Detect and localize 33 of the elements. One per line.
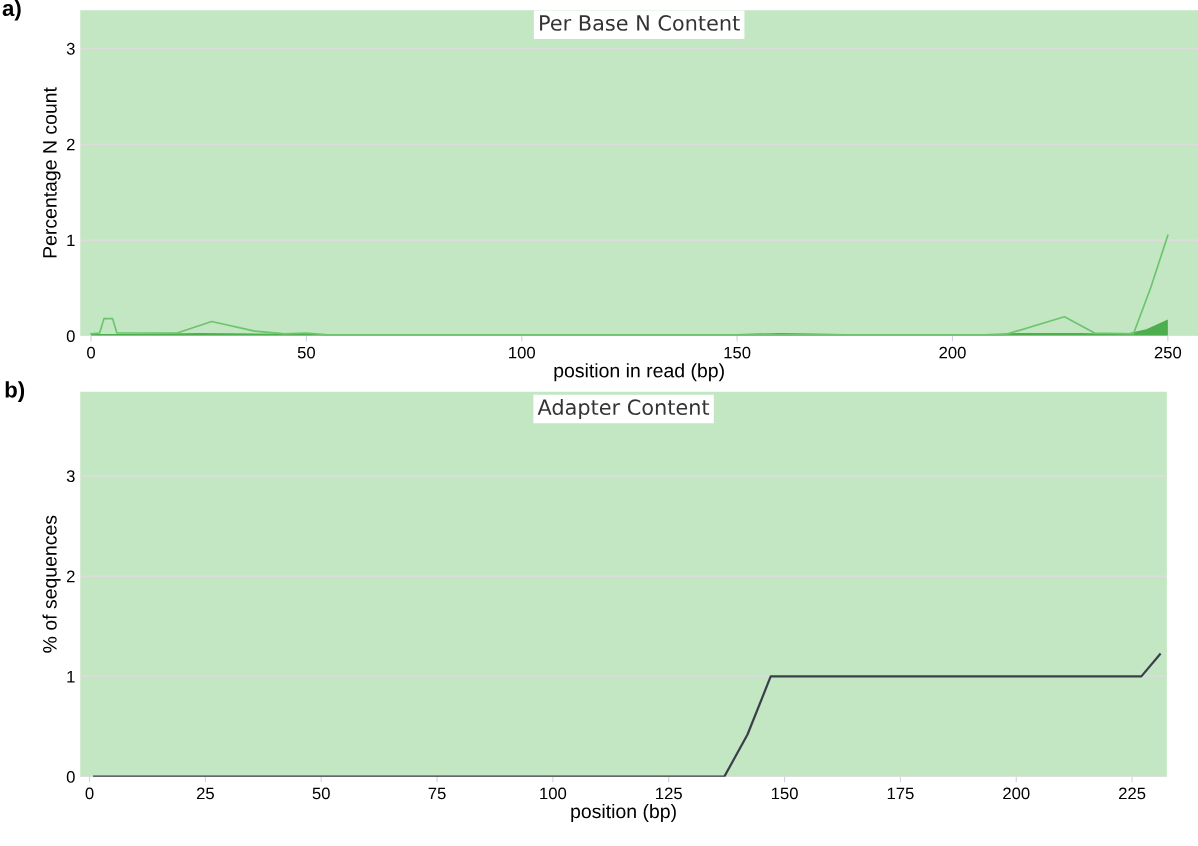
x-tick-label: 125	[656, 787, 682, 800]
chart-title: Per Base N Content	[540, 15, 740, 31]
y-axis-title: % of sequences	[42, 515, 61, 653]
x-tick-label: 200	[1003, 787, 1030, 800]
x-tick-label: 100	[540, 787, 567, 800]
y-tick-label: 2	[66, 138, 75, 151]
x-tick-label: 0	[85, 787, 94, 800]
chart-title: Adapter Content	[537, 398, 710, 420]
x-tick-label: 175	[887, 787, 914, 800]
y-tick-label: 1	[67, 234, 75, 247]
x-tick-label: 25	[196, 787, 214, 800]
x-tick-label: 150	[771, 787, 798, 800]
x-tick-label: 225	[1119, 787, 1146, 800]
x-tick-label: 100	[509, 346, 536, 359]
x-tick-label: 50	[312, 787, 330, 800]
line-series	[90, 234, 1169, 336]
x-tick-label: 150	[724, 346, 751, 359]
text: b)	[5, 381, 25, 403]
y-tick-label: 2	[66, 570, 75, 583]
x-tick-label: 250	[1154, 346, 1182, 359]
y-tick-label: 3	[66, 42, 75, 55]
y-tick-label: 0	[66, 330, 75, 343]
x-axis-title: position (bp)	[571, 803, 676, 823]
y-tick-label: 3	[66, 470, 75, 483]
text: a)	[2, 0, 21, 21]
x-tick-label: 75	[428, 787, 446, 800]
y-tick-label: 0	[66, 771, 75, 783]
y-tick-label: 1	[67, 670, 75, 683]
x-axis-title: position in read (bp)	[554, 363, 724, 382]
x-tick-label: 0	[87, 346, 96, 359]
x-tick-label: 200	[939, 346, 966, 359]
x-tick-label: 50	[297, 346, 316, 359]
y-axis-title: Percentage N count	[43, 87, 61, 258]
